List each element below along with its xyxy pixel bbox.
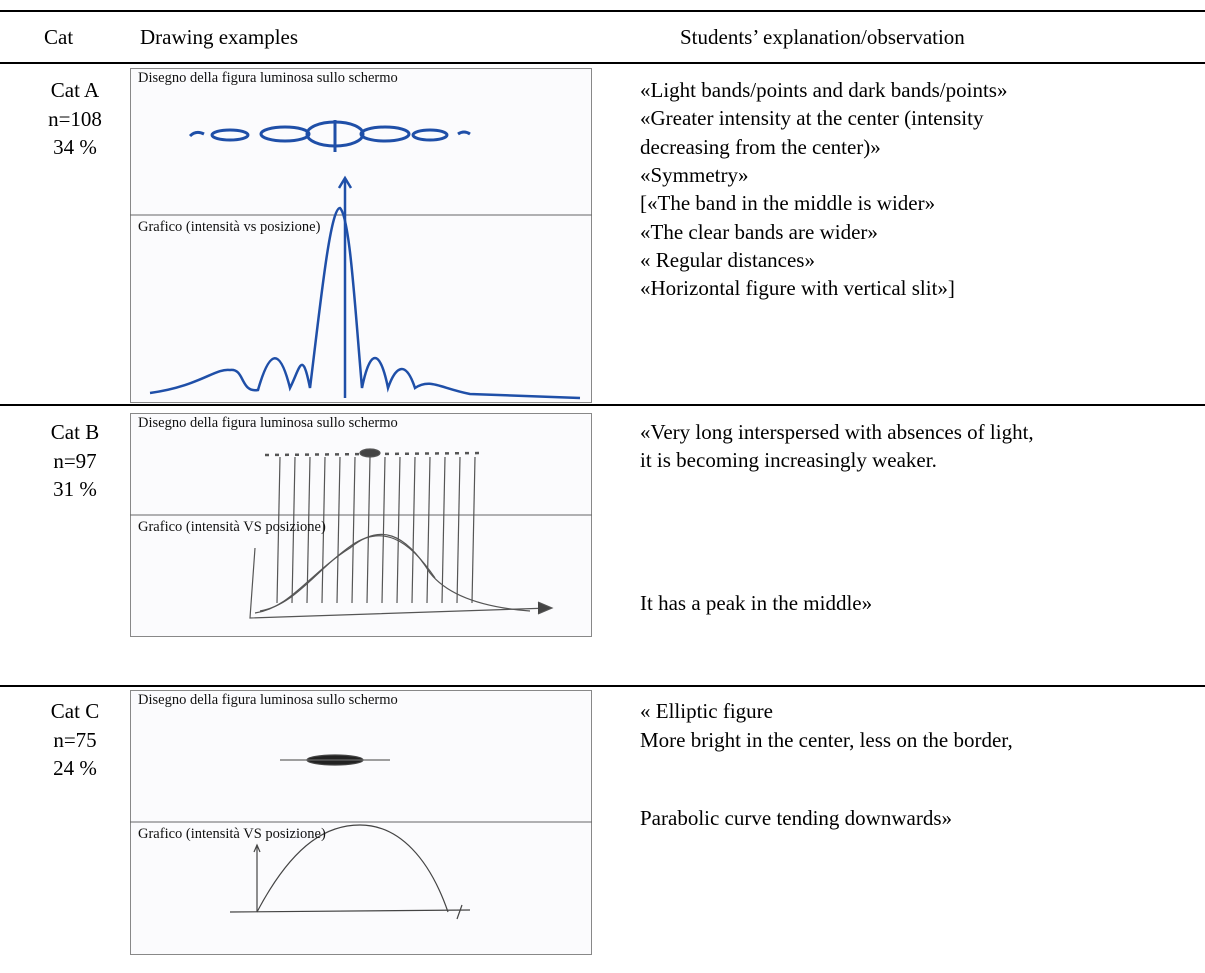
sketch-stroke <box>188 120 471 152</box>
sketch-stroke <box>229 909 471 913</box>
rule <box>0 10 1205 12</box>
sketch-stroke <box>359 125 411 143</box>
category-label: 24 % <box>53 756 97 780</box>
rule <box>0 62 1205 64</box>
explanation-line: «Symmetry» <box>640 163 749 187</box>
drawing-label: Disegno della figura luminosa sullo sche… <box>138 415 398 431</box>
explanation-line: «Light bands/points and dark bands/point… <box>640 78 1008 102</box>
rule <box>0 404 1205 406</box>
sketch-stroke <box>254 533 531 614</box>
explanation-line: « Elliptic figure <box>640 699 773 723</box>
drawing-example: Disegno della figura luminosa sullo sche… <box>130 68 592 403</box>
category-label: n=75 <box>53 727 97 752</box>
sketch-stroke <box>426 456 431 604</box>
category-label: Cat B <box>50 420 100 444</box>
sketch-stroke <box>457 130 471 136</box>
header-cell: Students’ explanation/observation <box>680 25 965 49</box>
sketch-stroke <box>259 125 311 143</box>
category-label: 34 % <box>53 135 97 159</box>
sketch-stroke <box>411 128 449 142</box>
sketch-stroke <box>321 456 326 604</box>
sketch-stroke <box>537 601 554 615</box>
drawing-label: Grafico (intensità VS posizione) <box>138 826 326 842</box>
explanation-line: «The clear bands are wider» <box>640 220 878 244</box>
sketch-stroke <box>336 456 341 604</box>
sketch-stroke <box>351 456 356 604</box>
explanation-line: More bright in the center, less on the b… <box>640 728 1013 752</box>
rule <box>0 685 1205 687</box>
sketch-stroke <box>149 175 581 400</box>
explanation-line: It has a peak in the middle» <box>640 591 873 615</box>
sketch-stroke <box>253 843 261 853</box>
sketch-stroke <box>210 128 250 142</box>
sketch-stroke <box>411 456 416 604</box>
sketch-stroke <box>249 547 551 619</box>
header-cell: Cat <box>44 25 74 49</box>
sketch-stroke <box>291 456 296 604</box>
explanation-line: Parabolic curve tending downwards» <box>640 806 952 830</box>
explanation-line: «Very long interspersed with absences of… <box>640 420 1034 444</box>
sketch-stroke <box>229 754 471 920</box>
sketch-stroke <box>256 824 449 913</box>
drawing-example: Disegno della figura luminosa sullo sche… <box>130 413 592 637</box>
sketch-stroke <box>471 456 476 604</box>
category-label: Cat C <box>50 699 100 723</box>
category-label: 31 % <box>53 477 97 501</box>
sketch-stroke <box>188 130 205 138</box>
sketch-stroke <box>306 456 311 604</box>
explanation-line: « Regular distances» <box>640 248 815 272</box>
sketch-stroke <box>366 456 371 604</box>
sketch-stroke <box>337 175 353 189</box>
explanation-line: «Horizontal figure with vertical slit»] <box>640 276 955 300</box>
sketch-stroke <box>381 456 386 604</box>
category-label: Cat A <box>50 78 100 102</box>
category-label: n=97 <box>53 448 97 473</box>
sketch-stroke <box>441 456 446 604</box>
drawing-label: Grafico (intensità VS posizione) <box>138 519 326 535</box>
sketch-stroke <box>259 535 436 612</box>
drawing-example: Disegno della figura luminosa sullo sche… <box>130 690 592 955</box>
sketch-stroke <box>359 448 381 458</box>
explanation-line: «Greater intensity at the center (intens… <box>640 106 984 130</box>
sketch-stroke <box>456 456 461 604</box>
drawing-label: Grafico (intensità vs posizione) <box>138 219 321 235</box>
sketch-stroke <box>130 68 592 403</box>
drawing-label: Disegno della figura luminosa sullo sche… <box>138 692 398 708</box>
sketch-stroke <box>276 456 281 604</box>
sketch-stroke <box>396 456 401 604</box>
explanation-line: decreasing from the center)» <box>640 135 881 159</box>
header-cell: Drawing examples <box>140 25 299 49</box>
sketch-stroke <box>456 904 463 920</box>
sketch-stroke <box>249 448 554 619</box>
sketch-stroke <box>149 206 581 400</box>
category-label: n=108 <box>48 106 102 131</box>
drawing-label: Disegno della figura luminosa sullo sche… <box>138 70 398 86</box>
explanation-line: it is becoming increasingly weaker. <box>640 448 937 472</box>
explanation-line: [«The band in the middle is wider» <box>640 191 936 215</box>
